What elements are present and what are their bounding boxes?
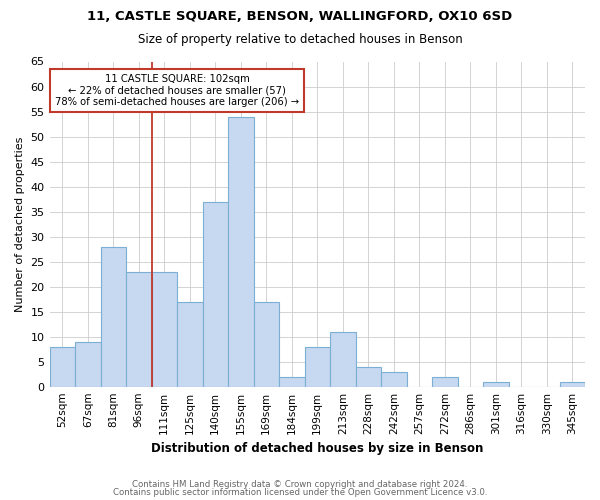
Bar <box>152 272 177 386</box>
Bar <box>305 346 330 387</box>
Text: Contains HM Land Registry data © Crown copyright and database right 2024.: Contains HM Land Registry data © Crown c… <box>132 480 468 489</box>
Bar <box>483 382 509 386</box>
Bar <box>50 346 75 387</box>
Text: Contains public sector information licensed under the Open Government Licence v3: Contains public sector information licen… <box>113 488 487 497</box>
Bar <box>126 272 152 386</box>
Bar <box>560 382 585 386</box>
Bar <box>279 376 305 386</box>
Bar <box>356 366 381 386</box>
Bar <box>177 302 203 386</box>
Bar <box>101 246 126 386</box>
Bar <box>203 202 228 386</box>
Bar <box>228 116 254 386</box>
Text: 11, CASTLE SQUARE, BENSON, WALLINGFORD, OX10 6SD: 11, CASTLE SQUARE, BENSON, WALLINGFORD, … <box>88 10 512 23</box>
Bar <box>75 342 101 386</box>
Text: 11 CASTLE SQUARE: 102sqm
← 22% of detached houses are smaller (57)
78% of semi-d: 11 CASTLE SQUARE: 102sqm ← 22% of detach… <box>55 74 299 107</box>
Bar <box>432 376 458 386</box>
Bar <box>381 372 407 386</box>
Text: Size of property relative to detached houses in Benson: Size of property relative to detached ho… <box>137 32 463 46</box>
Y-axis label: Number of detached properties: Number of detached properties <box>15 136 25 312</box>
Bar <box>254 302 279 386</box>
Bar <box>330 332 356 386</box>
X-axis label: Distribution of detached houses by size in Benson: Distribution of detached houses by size … <box>151 442 484 455</box>
